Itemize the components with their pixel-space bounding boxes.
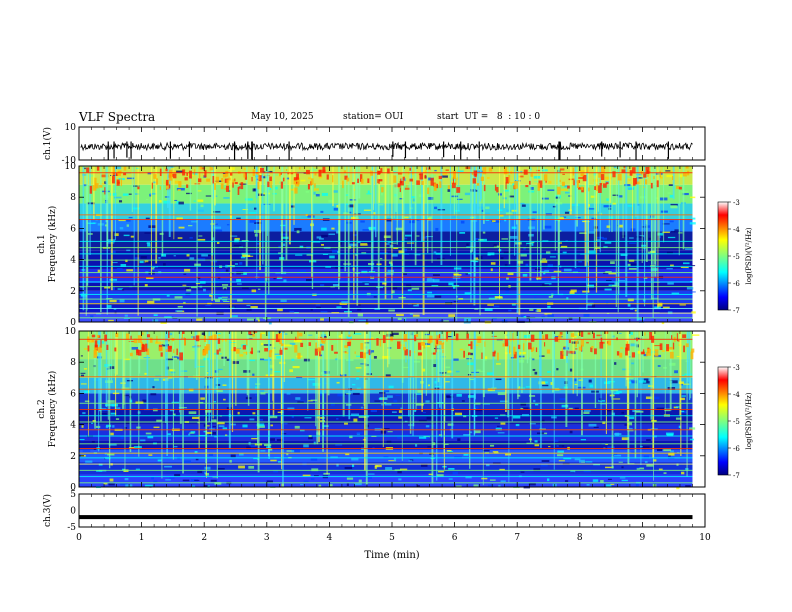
- ch2-spectrogram-ytick-label: 4: [70, 421, 76, 431]
- ch1-waveform-ytick-label: 10: [65, 123, 77, 133]
- x-tick-label: 3: [264, 533, 270, 543]
- ch1-waveform-trace: [80, 141, 693, 152]
- ch1-spectrogram-ytick-label: 4: [70, 256, 76, 266]
- x-tick-label: 9: [640, 533, 646, 543]
- ch2-spectrogram-colorbar-tick-label: -5: [733, 418, 740, 426]
- ch2-spectrogram-colorbar-tick-label: -4: [733, 391, 740, 399]
- ch1-spectrogram-colorbar-tick-label: -4: [733, 226, 740, 234]
- x-tick-label: 2: [201, 533, 207, 543]
- ch3-waveform-ylabel: ch.3(V): [42, 494, 53, 527]
- ch2-spectrogram-ytick-label: 8: [70, 358, 76, 368]
- ch1-spectrogram-colorbar: [717, 201, 729, 311]
- ch2-spectrogram-colorbar: [717, 366, 729, 476]
- ch2-spectrogram-ytick-label: 10: [65, 327, 77, 337]
- ch1-spectrogram-image: [79, 166, 696, 325]
- ch2-spectrogram-colorbar-label: log(PSD)(V²/Hz): [745, 392, 753, 449]
- ch2-spectrogram-ytick-label: 0: [70, 483, 76, 493]
- ch1-spectrogram-colorbar-label: log(PSD)(V²/Hz): [745, 227, 753, 284]
- ch1-spectrogram-colorbar-tick-label: -7: [733, 307, 740, 315]
- ch1-spectrogram-ylabel-line1: ch.1: [37, 234, 47, 253]
- station-label: station= OUI: [343, 112, 404, 122]
- x-tick-label: 10: [699, 533, 711, 543]
- x-tick-label: 8: [577, 533, 583, 543]
- ch1-spectrogram-ytick-label: 2: [70, 287, 76, 297]
- ch2-spectrogram-colorbar-tick-label: -7: [733, 472, 740, 480]
- ch2-spectrogram-ylabel-line1: ch.2: [37, 399, 47, 418]
- ch1-spectrogram-colorbar-tick-label: -5: [733, 253, 740, 261]
- ch3-waveform-ytick-label: -5: [67, 523, 76, 533]
- ch1-spectrogram-ytick-label: 8: [70, 193, 76, 203]
- ch1-spectrogram-ylabel-line2: Frequency (kHz): [47, 206, 58, 283]
- ch1-waveform-ylabel: ch.1(V): [42, 127, 53, 160]
- ch1-spectrogram-colorbar-tick-label: -3: [733, 199, 740, 207]
- x-axis-label: Time (min): [364, 550, 419, 561]
- x-tick-label: 7: [514, 533, 520, 543]
- ch2-spectrogram-ytick-label: 2: [70, 452, 76, 462]
- ch3-waveform-trace: [79, 515, 693, 520]
- x-tick-label: 4: [327, 533, 333, 543]
- ch1-spectrogram-ytick-label: 10: [65, 162, 77, 172]
- ch1-waveform-ytick-label: -10: [62, 156, 77, 166]
- ch3-waveform-ytick-label: 5: [70, 490, 76, 500]
- ch2-spectrogram-colorbar-tick-label: -3: [733, 364, 740, 372]
- ch2-spectrogram-image: [79, 331, 700, 490]
- ch1-spectrogram-colorbar-tick-label: -6: [733, 280, 740, 288]
- x-tick-label: 1: [139, 533, 145, 543]
- x-tick-label: 0: [76, 533, 82, 543]
- ch1-spectrogram-ytick-label: 0: [70, 318, 76, 328]
- x-tick-label: 6: [452, 533, 458, 543]
- start-time-label: start UT = 8 : 10 : 0: [437, 112, 541, 122]
- ch1-spectrogram-ytick-label: 6: [70, 224, 76, 234]
- chart-title: VLF Spectra: [79, 110, 156, 124]
- ch2-spectrogram-ytick-label: 6: [70, 389, 76, 399]
- x-tick-label: 5: [389, 533, 395, 543]
- date-label: May 10, 2025: [251, 112, 314, 122]
- ch2-spectrogram-ylabel-line2: Frequency (kHz): [47, 371, 58, 448]
- ch3-waveform-ytick-label: 0: [70, 507, 76, 517]
- ch2-spectrogram-colorbar-tick-label: -6: [733, 445, 740, 453]
